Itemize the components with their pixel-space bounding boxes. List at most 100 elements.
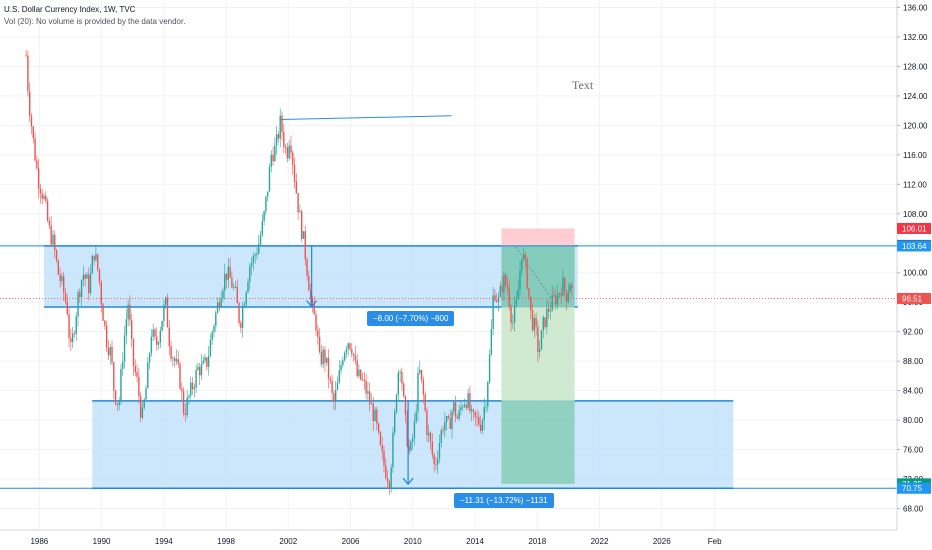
candle-body bbox=[309, 290, 312, 299]
candle-body bbox=[127, 304, 129, 320]
candle-body bbox=[272, 154, 274, 162]
candle-body bbox=[204, 357, 206, 361]
candle-body bbox=[492, 295, 494, 329]
measure-label-1: −8.00 (−7.70%) −800 bbox=[367, 311, 455, 326]
candle-body bbox=[77, 292, 79, 317]
candle-body bbox=[148, 353, 151, 363]
candle-body bbox=[80, 280, 83, 297]
candle-body bbox=[57, 260, 60, 275]
candle-body bbox=[334, 389, 337, 402]
candle-body bbox=[247, 281, 249, 293]
candle-body bbox=[401, 371, 403, 384]
candle-body bbox=[458, 410, 460, 419]
candle-body bbox=[488, 354, 491, 383]
candle-body bbox=[175, 359, 178, 362]
candle-body bbox=[211, 331, 213, 340]
candle-body bbox=[530, 296, 532, 311]
candle-body bbox=[120, 369, 122, 401]
candle-body bbox=[225, 273, 228, 280]
candle-body bbox=[370, 403, 373, 405]
candle-body bbox=[351, 349, 353, 354]
candle-body bbox=[445, 416, 448, 423]
candle-body bbox=[46, 201, 49, 221]
candles-group bbox=[25, 49, 573, 495]
candle-body bbox=[125, 319, 128, 336]
candle-body bbox=[411, 438, 414, 442]
candle-body bbox=[193, 387, 196, 390]
candle-body bbox=[544, 317, 546, 327]
candle-body bbox=[209, 339, 212, 357]
candle-body bbox=[444, 422, 446, 431]
candle-body bbox=[107, 347, 110, 356]
candle-body bbox=[404, 396, 407, 415]
candle-body bbox=[268, 166, 271, 192]
candle-body bbox=[343, 352, 346, 361]
candle-body bbox=[86, 274, 88, 279]
candle-body bbox=[358, 369, 360, 377]
candle-body bbox=[181, 388, 183, 391]
candle-body bbox=[71, 333, 74, 343]
candle-body bbox=[326, 357, 328, 363]
candle-body bbox=[513, 305, 516, 323]
candle-body bbox=[308, 275, 310, 291]
candle-body bbox=[494, 295, 496, 301]
candle-body bbox=[156, 336, 158, 345]
y-tick-label: 132.00 bbox=[903, 33, 928, 42]
candle-body bbox=[73, 333, 76, 335]
candle-body bbox=[195, 369, 197, 388]
candle-body bbox=[104, 320, 106, 326]
candle-body bbox=[37, 168, 40, 189]
candle-body bbox=[436, 458, 439, 465]
candle-body bbox=[143, 399, 145, 408]
candle-body bbox=[526, 259, 528, 289]
candle-body bbox=[508, 288, 510, 307]
x-tick-label: 2010 bbox=[404, 537, 422, 546]
candle-body bbox=[499, 285, 502, 297]
candle-body bbox=[564, 277, 566, 291]
candle-body bbox=[173, 358, 176, 362]
candle-body bbox=[501, 285, 503, 293]
candle-body bbox=[318, 336, 321, 352]
candle-body bbox=[93, 255, 95, 261]
candle-body bbox=[386, 478, 389, 482]
candle-body bbox=[490, 328, 493, 355]
candle-body bbox=[474, 412, 476, 417]
candle-body bbox=[547, 308, 550, 312]
zone-stop-2 bbox=[501, 228, 575, 246]
y-tick-label: 80.00 bbox=[903, 416, 924, 425]
candle-body bbox=[447, 416, 450, 419]
candle-body bbox=[154, 329, 156, 337]
candle-body bbox=[100, 282, 102, 305]
candle-body bbox=[317, 330, 319, 337]
x-tick-label: 2018 bbox=[528, 537, 546, 546]
y-tick-label: 84.00 bbox=[903, 387, 924, 396]
candle-body bbox=[152, 329, 154, 337]
candle-body bbox=[254, 255, 256, 257]
candle-body bbox=[64, 292, 67, 302]
candle-body bbox=[48, 220, 51, 226]
candle-body bbox=[172, 358, 174, 360]
x-tick-label: 2006 bbox=[342, 537, 360, 546]
candle-body bbox=[166, 297, 169, 328]
x-tick-label: 2014 bbox=[466, 537, 484, 546]
candle-body bbox=[481, 420, 484, 431]
candle-body bbox=[277, 134, 280, 139]
candle-body bbox=[82, 274, 85, 281]
candle-body bbox=[377, 423, 380, 433]
text-annotation[interactable]: Text bbox=[572, 78, 594, 92]
candle-body bbox=[250, 262, 253, 267]
candle-body bbox=[472, 409, 475, 413]
candle-body bbox=[168, 327, 170, 347]
y-tick-label: 136.00 bbox=[903, 4, 928, 13]
price-badge-bg-3 bbox=[897, 292, 931, 304]
candle-body bbox=[270, 154, 272, 167]
candle-body bbox=[388, 481, 391, 489]
candle-body bbox=[136, 372, 138, 377]
candle-body bbox=[299, 211, 301, 213]
candle-body bbox=[113, 362, 115, 391]
candle-body bbox=[528, 288, 530, 297]
candle-body bbox=[533, 318, 536, 331]
candle-body bbox=[356, 360, 358, 377]
